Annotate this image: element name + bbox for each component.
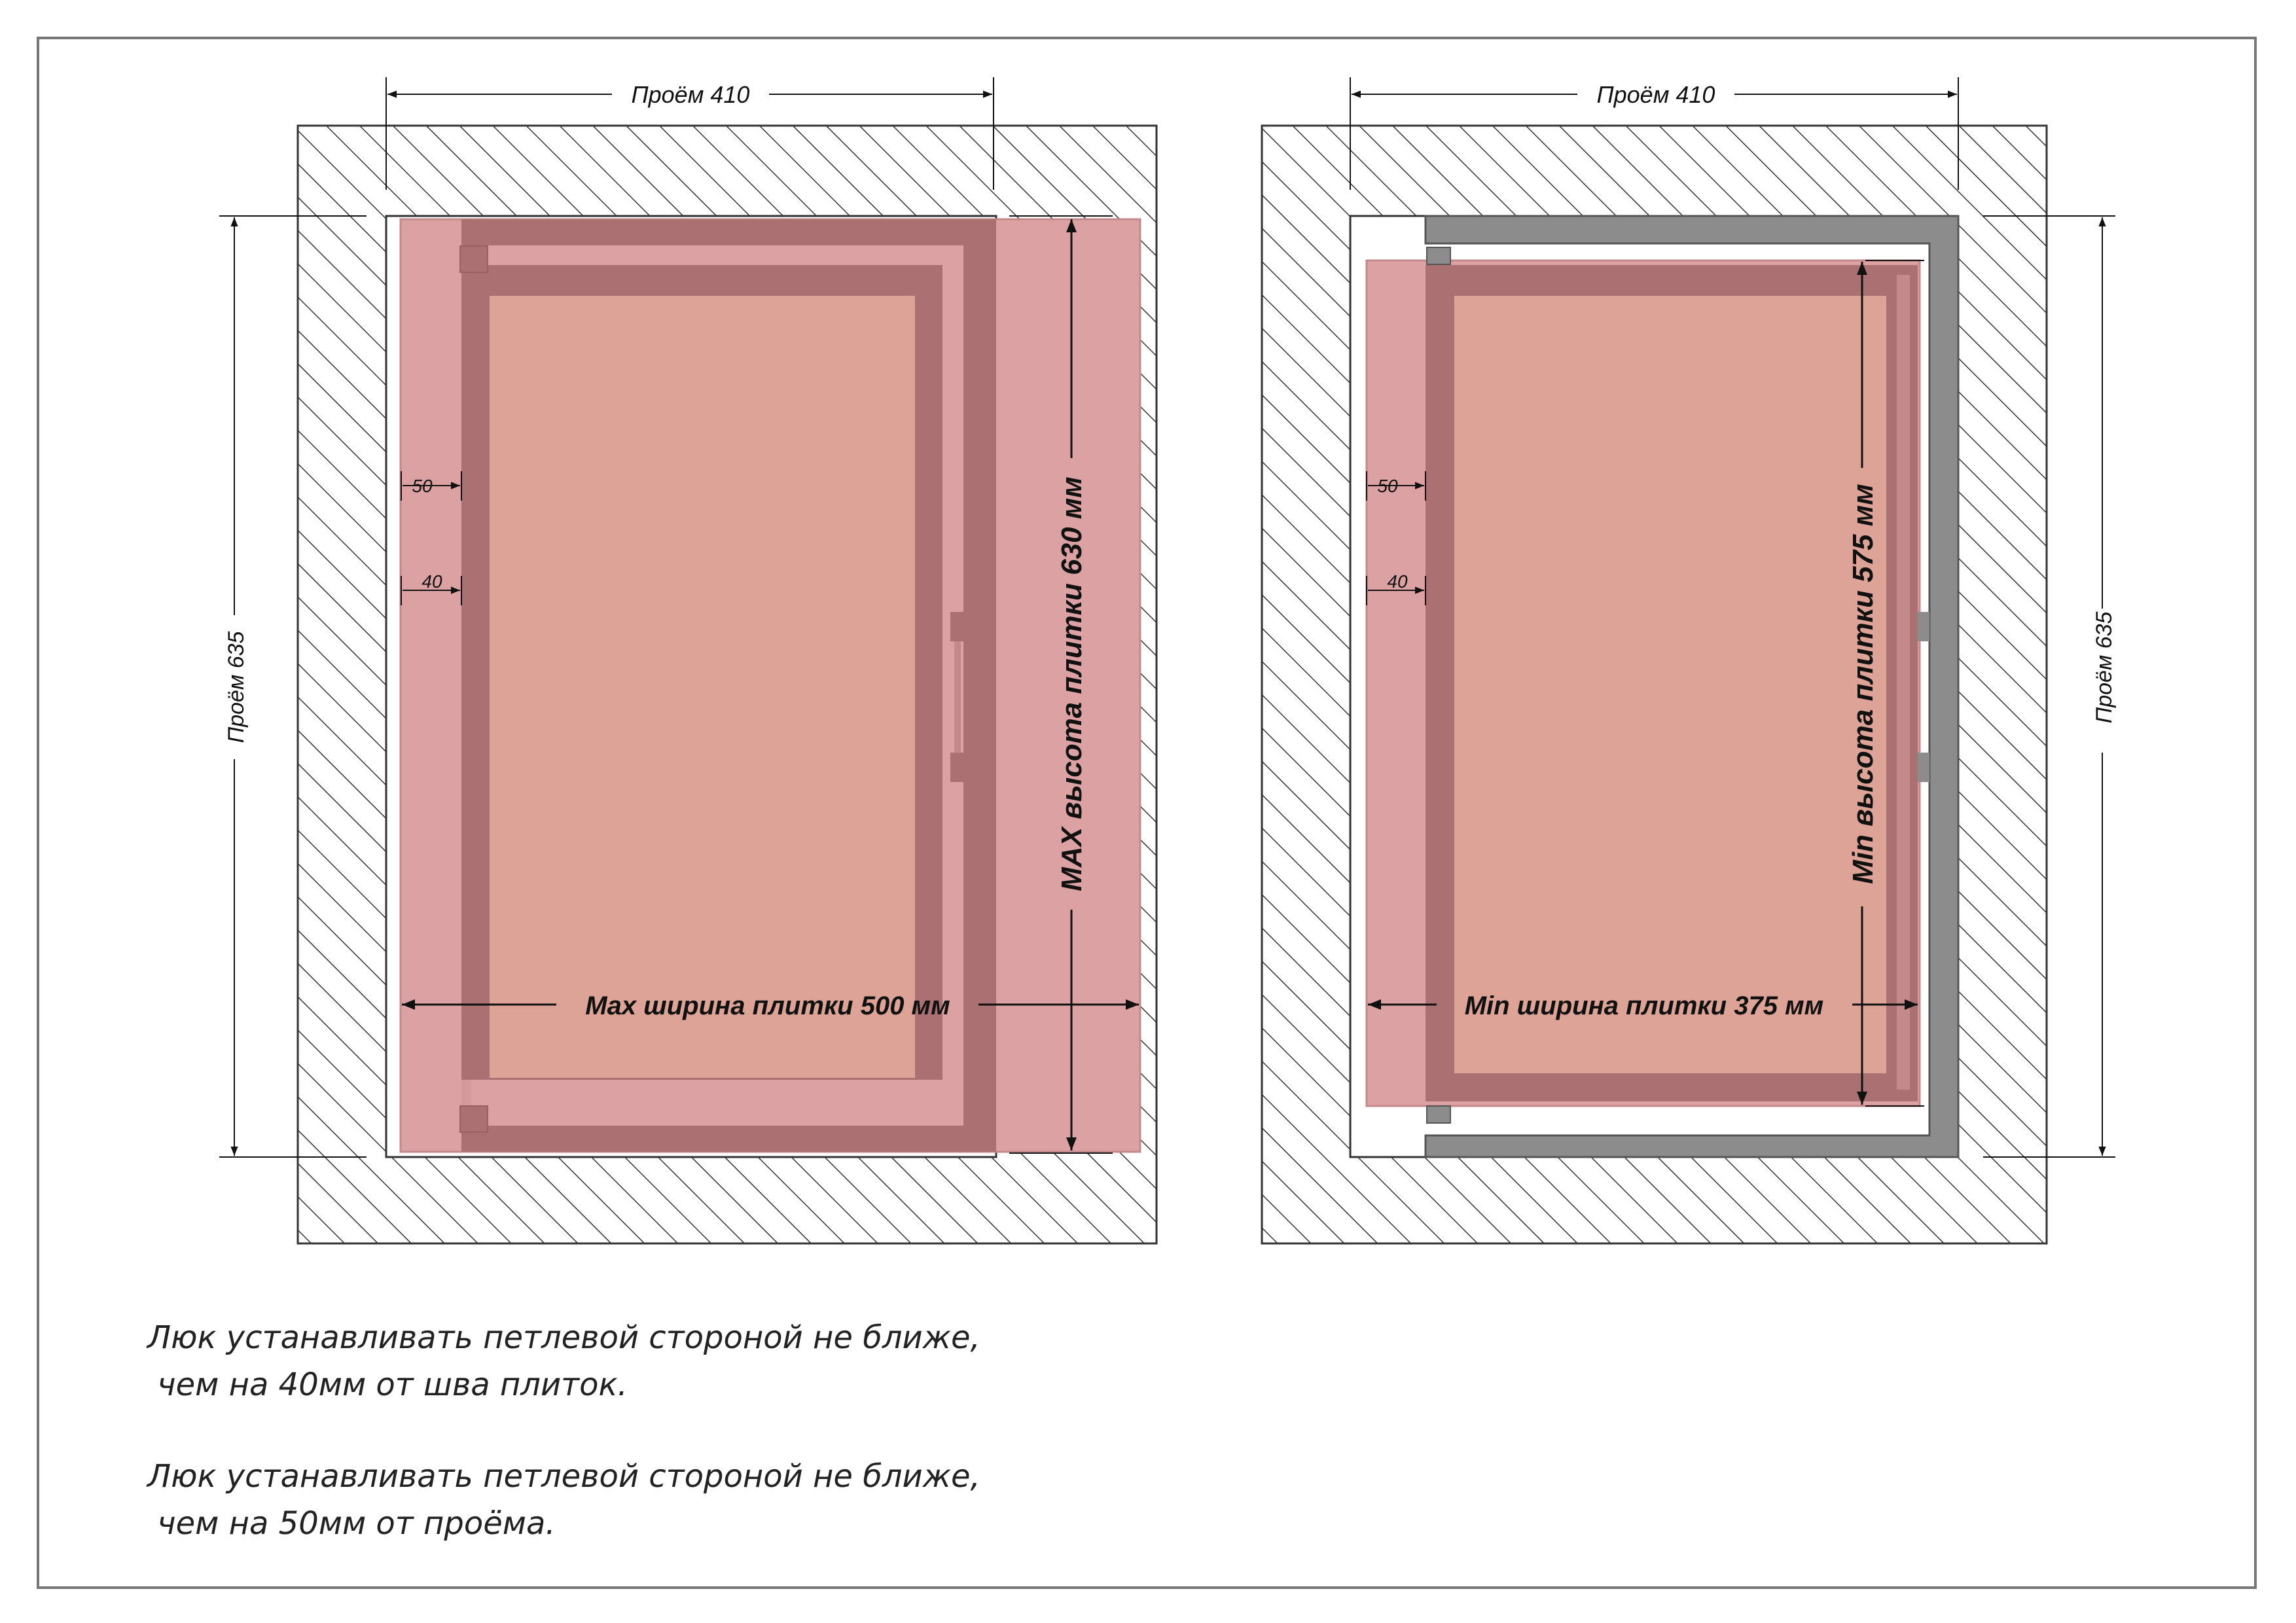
right-tile-height-label: Min высота плитки 575 мм — [1847, 484, 1879, 884]
left-lock-top — [950, 612, 965, 641]
right-offset-50-label: 50 — [1377, 476, 1398, 496]
note-opening-line1: Люк устанавливать петлевой стороной не б… — [147, 1458, 980, 1495]
right-tile-width-label: Min ширина плитки 375 мм — [1465, 991, 1824, 1020]
note-opening-line2: чем на 50мм от проёма. — [147, 1505, 556, 1542]
left-opening-width-label: Проём 410 — [632, 81, 750, 108]
right-hinge-bottom — [1426, 1105, 1451, 1124]
right-metal-frame — [1424, 215, 1960, 1158]
sheet-border — [37, 37, 2257, 1589]
left-lock-strip — [954, 641, 961, 753]
left-door-frame-bottom — [461, 1126, 996, 1152]
left-hinge-bottom — [459, 1105, 488, 1133]
note-seam-distance: Люк устанавливать петлевой стороной не б… — [147, 1314, 980, 1408]
left-hinge-top — [459, 245, 488, 273]
left-panel: Проём 410 Проём 635 50 40 Max ширина пли… — [219, 77, 1158, 1245]
note-opening-distance: Люк устанавливать петлевой стороной не б… — [147, 1453, 980, 1547]
left-offset-50-label: 50 — [412, 476, 433, 496]
left-opening-height-label: Проём 635 — [224, 631, 249, 743]
right-offset-40-label: 40 — [1387, 571, 1408, 592]
right-opening-width-label: Проём 410 — [1597, 81, 1715, 108]
left-tile-width-label: Max ширина плитки 500 мм — [585, 991, 950, 1020]
left-lock-bottom — [950, 753, 965, 782]
right-hatch-panel — [1454, 296, 1886, 1073]
right-opening-height-label: Проём 635 — [2092, 611, 2117, 723]
right-lock-bottom — [1918, 753, 1929, 782]
note-seam-line2: чем на 40мм от шва плиток. — [147, 1366, 628, 1403]
left-door-frame-right — [963, 219, 996, 1152]
left-hatch-panel — [490, 296, 915, 1078]
left-door-frame-top — [461, 219, 996, 245]
right-panel: Проём 410 Проём 635 50 40 Min ширина пли… — [1261, 77, 2117, 1245]
note-seam-line1: Люк устанавливать петлевой стороной не б… — [147, 1319, 980, 1356]
right-hinge-top — [1426, 247, 1451, 265]
right-lock-top — [1918, 612, 1929, 641]
left-tile-height-label: MAX высота плитки 630 мм — [1056, 476, 1088, 891]
right-frame-edge — [1897, 275, 1910, 1090]
left-offset-40-label: 40 — [422, 571, 442, 592]
